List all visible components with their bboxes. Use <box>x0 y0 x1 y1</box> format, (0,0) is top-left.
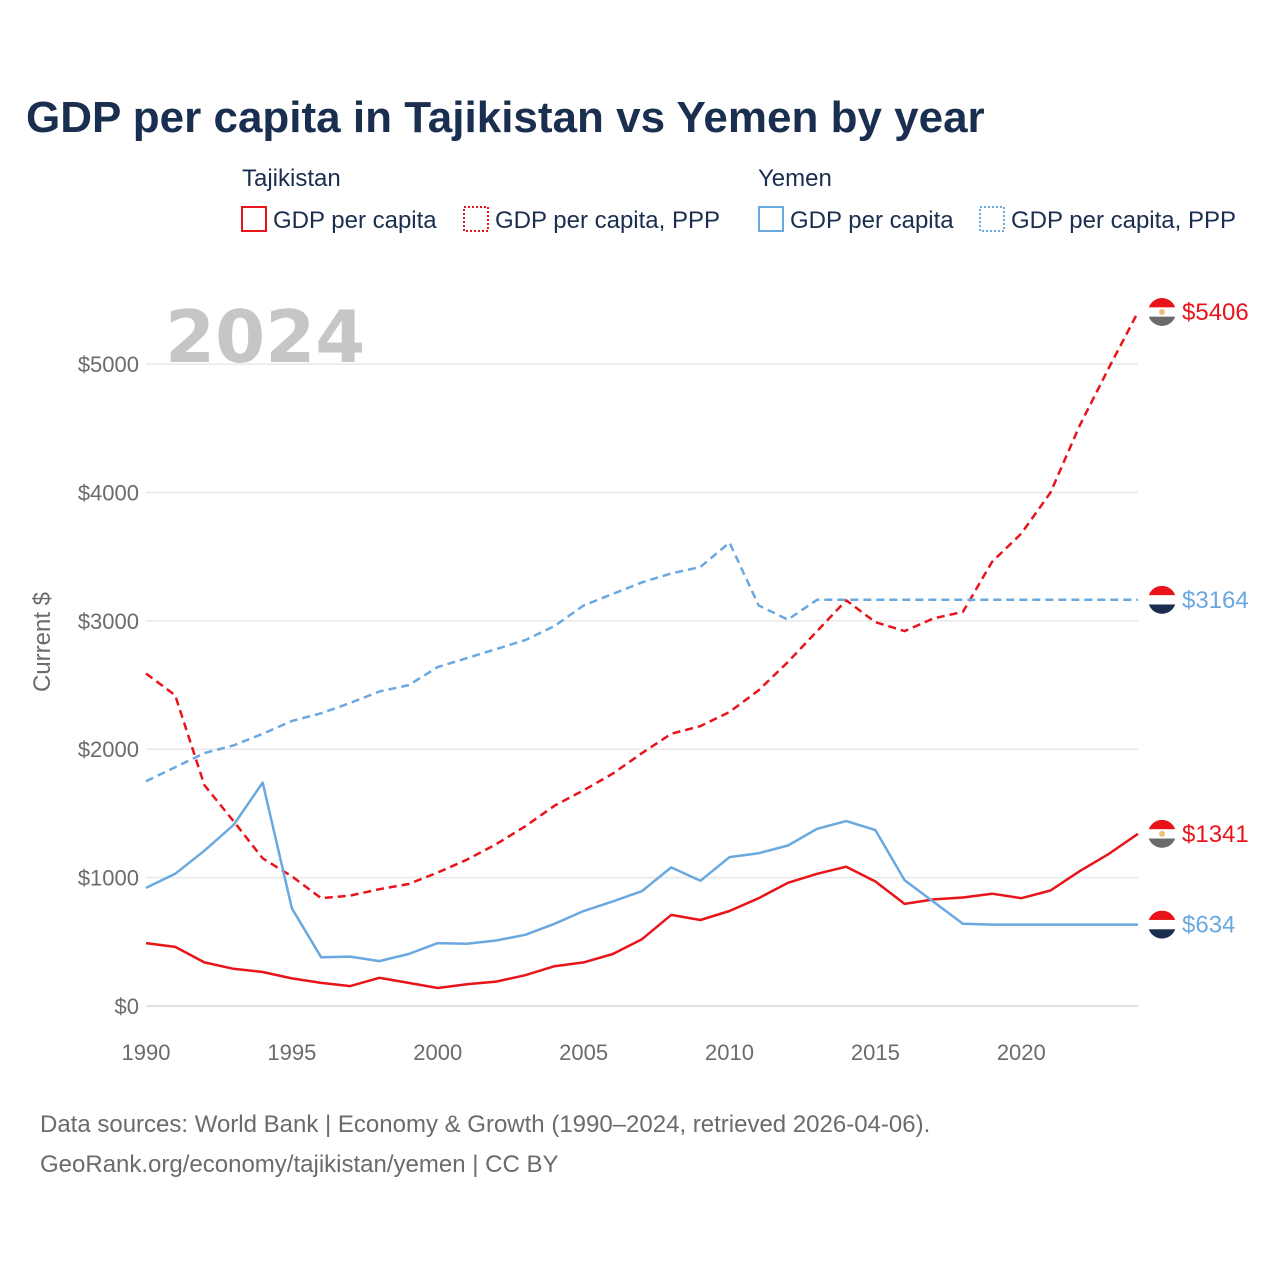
x-axis: 1990 1995 2000 2005 2010 2015 2020 <box>122 1040 1046 1065</box>
x-tick-label: 1990 <box>122 1040 171 1065</box>
series-line-3 <box>145 541 1138 783</box>
legend-swatch-ye-gdp <box>758 206 784 232</box>
legend-item-ye-gdp: GDP per capita <box>790 207 954 234</box>
y-tick-label: $2000 <box>78 737 139 762</box>
x-tick-label: 1995 <box>267 1040 316 1065</box>
legend-swatch-tj-gdp <box>241 206 267 232</box>
end-label-tj_ppp: $5406 <box>1182 299 1249 326</box>
end-label-tj_gdp: $1341 <box>1182 821 1249 848</box>
y-axis: $0 $1000 $2000 $3000 $4000 $5000 <box>78 352 139 1019</box>
x-tick-label: 2000 <box>413 1040 462 1065</box>
legend-item-tj-gdp: GDP per capita <box>273 207 437 234</box>
x-tick-label: 2005 <box>559 1040 608 1065</box>
y-tick-label: $5000 <box>78 352 139 377</box>
tajikistan-flag-icon <box>1148 819 1176 848</box>
y-axis-label: Current $ <box>29 592 56 692</box>
source-line-1: Data sources: World Bank | Economy & Gro… <box>40 1111 930 1138</box>
yemen-flag-icon <box>1148 585 1176 614</box>
y-tick-label: $0 <box>115 994 139 1019</box>
end-labels: $1341 $5406 $634 $3164 <box>1148 298 1249 939</box>
legend-group-yemen: Yemen <box>758 165 832 192</box>
year-watermark: 2024 <box>165 295 365 379</box>
legend-swatch-tj-ppp <box>463 206 489 232</box>
end-label-ye_ppp: $3164 <box>1182 587 1249 614</box>
y-tick-label: $3000 <box>78 609 139 634</box>
series-line-0 <box>145 832 1139 990</box>
series-line-1 <box>145 311 1140 900</box>
legend-item-ye-ppp: GDP per capita, PPP <box>1011 207 1236 234</box>
gridlines <box>146 363 1138 1007</box>
source-line-2: GeoRank.org/economy/tajikistan/yemen | C… <box>40 1151 558 1178</box>
y-tick-label: $1000 <box>78 866 139 891</box>
end-label-ye_gdp: $634 <box>1182 912 1235 939</box>
x-tick-label: 2010 <box>705 1040 754 1065</box>
legend: Tajikistan GDP per capita GDP per capita… <box>241 165 1236 234</box>
tajikistan-flag-icon <box>1148 298 1176 326</box>
x-tick-label: 2020 <box>997 1040 1046 1065</box>
legend-swatch-ye-ppp <box>979 206 1005 232</box>
y-tick-label: $4000 <box>78 480 139 505</box>
legend-item-tj-ppp: GDP per capita, PPP <box>495 207 720 234</box>
series-lines <box>145 311 1140 990</box>
series-line-2 <box>145 781 1138 963</box>
yemen-flag-icon <box>1148 910 1176 939</box>
x-tick-label: 2015 <box>851 1040 900 1065</box>
legend-group-tajikistan: Tajikistan <box>242 165 341 192</box>
chart-title: GDP per capita in Tajikistan vs Yemen by… <box>26 93 985 142</box>
